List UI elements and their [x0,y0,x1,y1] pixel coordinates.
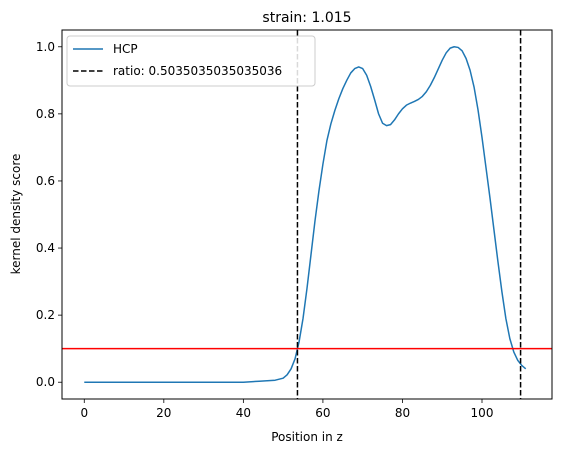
x-tick-label: 80 [395,406,410,420]
axes-frame [61,29,553,400]
y-tick-label: 0.6 [36,174,55,188]
legend-box [66,35,316,87]
legend-label-hcp: HCP [113,42,138,56]
x-axis-label: Position in z [271,430,343,444]
y-axis-label: kernel density score [9,154,23,275]
plot-area [62,30,552,399]
chart-title: strain: 1.015 [262,10,351,26]
y-tick-label: 0.4 [36,241,55,255]
x-tick-label: 40 [236,406,251,420]
legend-label-ratio: ratio: 0.5035035035035036 [113,64,282,78]
y-tick-label: 0.0 [36,375,55,389]
y-axis-ticks: 0.0 0.2 0.4 0.6 0.8 1.0 [36,40,62,389]
y-tick-label: 0.2 [36,308,55,322]
x-tick-label: 60 [315,406,330,420]
plot-content [62,30,552,399]
y-tick-label: 0.8 [36,107,55,121]
x-tick-label: 20 [156,406,171,420]
x-axis-ticks: 0 20 40 60 80 100 [80,399,493,420]
legend: HCP ratio: 0.5035035035035036 [66,35,316,87]
y-tick-label: 1.0 [36,40,55,54]
x-tick-label: 100 [471,406,494,420]
x-tick-label: 0 [80,406,88,420]
